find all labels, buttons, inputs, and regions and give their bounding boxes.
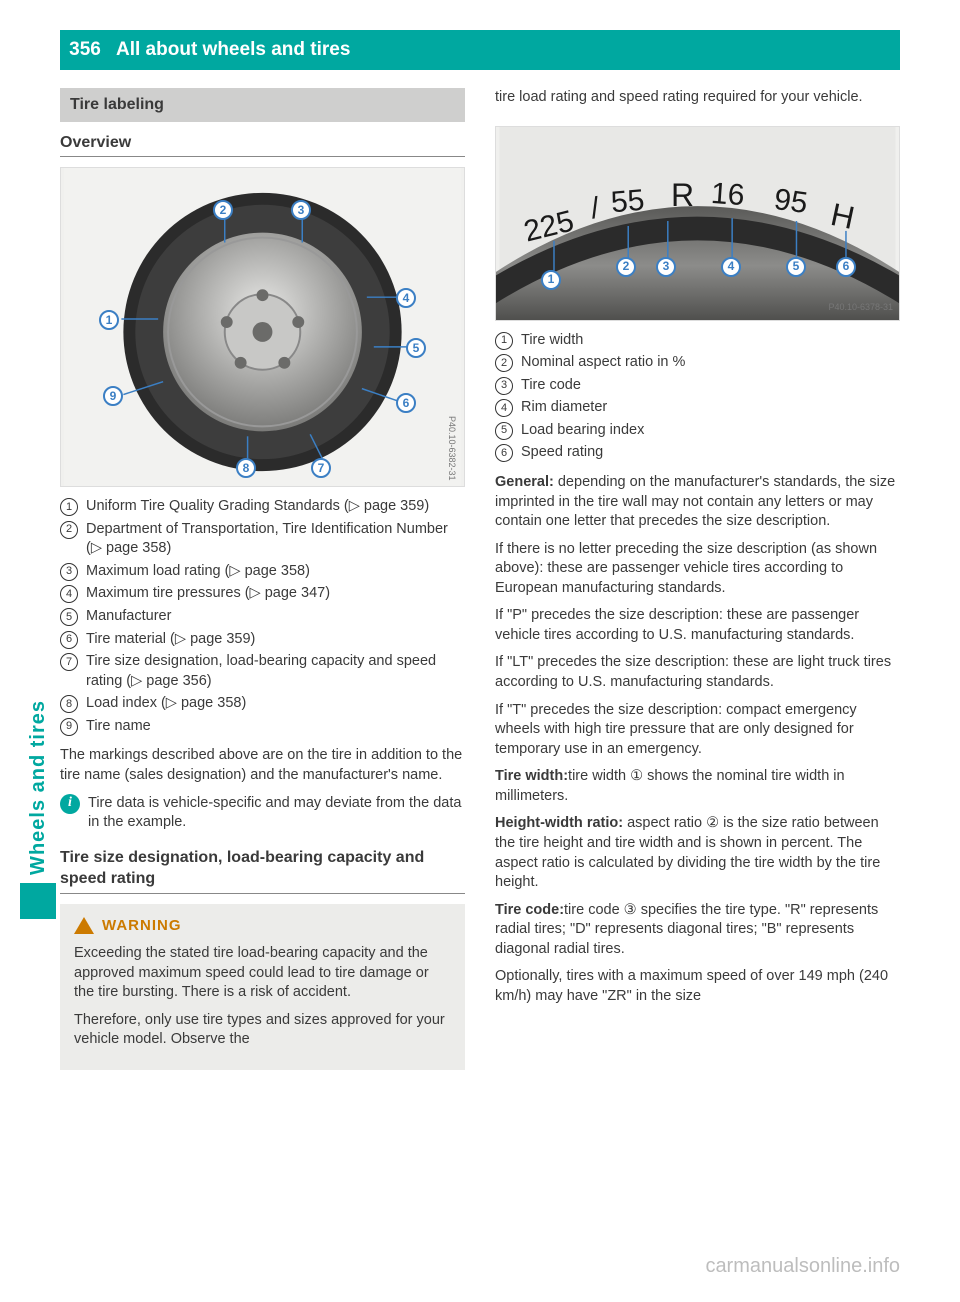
callout-1: 1	[541, 270, 561, 290]
watermark: carmanualsonline.info	[705, 1255, 900, 1278]
figure-tire-size: 225 / 55 R 16 95 H 1 2 3 4 5 6 P40.10-63…	[495, 126, 900, 321]
info-note: i Tire data is vehicle-specific and may …	[60, 794, 465, 833]
body-text: If "P" precedes the size description: th…	[495, 606, 900, 645]
callout-4: 4	[721, 257, 741, 277]
callout-5: 5	[786, 257, 806, 277]
legend-item: 6Tire material (▷ page 359)	[60, 630, 465, 650]
warning-box: WARNING Exceeding the stated tire load-b…	[60, 904, 465, 1070]
legend-item: 4Maximum tire pressures (▷ page 347)	[60, 584, 465, 604]
left-column: Tire labeling Overview	[60, 88, 465, 1070]
side-tab: Wheels and tires	[20, 700, 56, 930]
body-text: The markings described above are on the …	[60, 746, 465, 785]
legend-item: 7Tire size designation, load-bearing cap…	[60, 652, 465, 691]
size-16: 16	[710, 173, 746, 216]
warning-heading: WARNING	[74, 916, 451, 936]
legend-list-size: 1Tire width 2Nominal aspect ratio in % 3…	[495, 331, 900, 463]
size-95: 95	[771, 179, 810, 224]
subheading-overview: Overview	[60, 132, 465, 158]
info-icon: i	[60, 794, 80, 814]
side-tab-label: Wheels and tires	[27, 700, 50, 875]
legend-item: 1Uniform Tire Quality Grading Standards …	[60, 497, 465, 517]
body-text-continuation: tire load rating and speed rating requir…	[495, 88, 900, 108]
subheading-size-designation: Tire size designation, load-bearing capa…	[60, 847, 465, 894]
info-text: Tire data is vehicle-specific and may de…	[88, 794, 465, 833]
size-r: R	[671, 174, 694, 217]
legend-item: 3Tire code	[495, 376, 900, 396]
body-text: If there is no letter preceding the size…	[495, 540, 900, 599]
figure-tire-overview: 1 2 3 4 5 6 7 8 9 P40.10-6382-31	[60, 167, 465, 487]
legend-item: 5Manufacturer	[60, 607, 465, 627]
page-number: 356	[60, 39, 110, 61]
size-55: 55	[609, 180, 646, 223]
legend-item: 3Maximum load rating (▷ page 358)	[60, 562, 465, 582]
legend-list-overview: 1Uniform Tire Quality Grading Standards …	[60, 497, 465, 736]
right-column: tire load rating and speed rating requir…	[495, 88, 900, 1070]
content-columns: Tire labeling Overview	[60, 88, 900, 1070]
manual-page: 356 All about wheels and tires Wheels an…	[0, 0, 960, 1302]
body-text: Tire code:tire code ③ specifies the tire…	[495, 901, 900, 960]
legend-item: 5Load bearing index	[495, 421, 900, 441]
body-text: General: depending on the manufacturer's…	[495, 473, 900, 532]
legend-item: 1Tire width	[495, 331, 900, 351]
callout-6: 6	[836, 257, 856, 277]
legend-item: 6Speed rating	[495, 443, 900, 463]
warning-text: Therefore, only use tire types and sizes…	[74, 1011, 451, 1050]
legend-item: 8Load index (▷ page 358)	[60, 694, 465, 714]
figure-reference: P40.10-6378-31	[828, 301, 893, 313]
legend-item: 9Tire name	[60, 717, 465, 737]
body-text: Tire width:tire width ① shows the nomina…	[495, 767, 900, 806]
section-heading: Tire labeling	[60, 88, 465, 122]
callout-2: 2	[616, 257, 636, 277]
chapter-title: All about wheels and tires	[110, 39, 350, 61]
body-text: Optionally, tires with a maximum speed o…	[495, 967, 900, 1006]
body-text: If "T" precedes the size description: co…	[495, 701, 900, 760]
legend-item: 4Rim diameter	[495, 398, 900, 418]
callout-3: 3	[656, 257, 676, 277]
body-text: Height-width ratio: aspect ratio ② is th…	[495, 814, 900, 892]
tire-illustration	[61, 168, 464, 486]
legend-item: 2Nominal aspect ratio in %	[495, 353, 900, 373]
warning-text: Exceeding the stated tire load-bearing c…	[74, 944, 451, 1003]
side-tab-block	[20, 883, 56, 919]
warning-icon	[74, 917, 94, 934]
body-text: If "LT" precedes the size description: t…	[495, 653, 900, 692]
figure-reference: P40.10-6382-31	[446, 416, 458, 481]
chapter-header: 356 All about wheels and tires	[60, 30, 900, 70]
legend-item: 2Department of Transportation, Tire Iden…	[60, 520, 465, 559]
